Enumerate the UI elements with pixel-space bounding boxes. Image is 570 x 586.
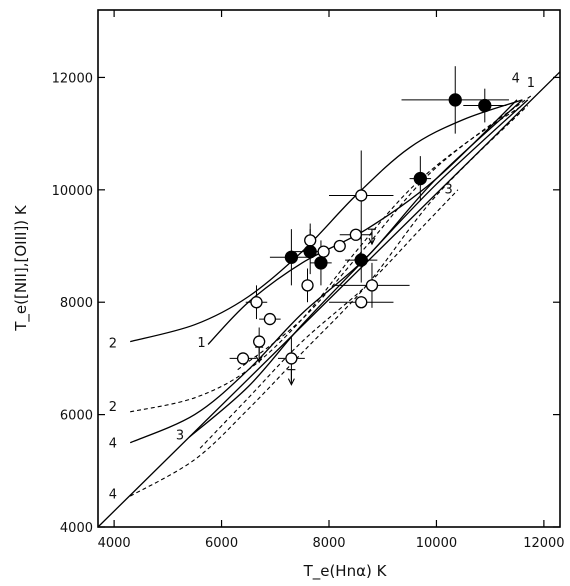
curve-3-solid [188, 99, 529, 438]
limit-arrowhead [255, 355, 263, 364]
curve-2-solid [130, 99, 523, 343]
curve-4-dashed [129, 105, 529, 497]
x-tick-label: 12000 [523, 536, 564, 551]
x-tick-label: 8000 [312, 536, 345, 551]
curve-label: 2 [109, 337, 117, 352]
curve-3-dashed [199, 189, 459, 449]
curve-label: 1 [197, 336, 205, 351]
limit-arrowhead [287, 378, 295, 386]
open-data-point [355, 189, 368, 202]
curve-label: 4 [109, 437, 117, 452]
curve-label: 3 [445, 183, 453, 198]
y-axis-title: T_e([NII],[OIII]) K [12, 204, 31, 332]
x-axis-title: T_e(Hnα) K [303, 562, 388, 581]
open-data-point [250, 296, 263, 309]
curve-label: 1 [527, 76, 535, 91]
upper-limit-arrows [255, 228, 376, 386]
curve-label: 4 [109, 487, 117, 502]
curve-label: 3 [176, 428, 184, 443]
limit-arrowhead [368, 237, 376, 246]
y-tick-label: 10000 [52, 184, 93, 199]
open-data-point [333, 239, 346, 253]
open-data-point [365, 279, 379, 292]
filled-data-point [314, 256, 328, 270]
open-data-point [285, 352, 298, 365]
open-data-point [304, 234, 317, 247]
x-tick-label: 10000 [416, 536, 457, 551]
curve-4-solid [129, 99, 523, 444]
y-tick-label: 8000 [60, 296, 93, 311]
y-tick-label: 12000 [52, 71, 93, 86]
filled-data-point [413, 171, 427, 186]
y-tick-label: 6000 [60, 409, 93, 424]
open-data-point [355, 296, 368, 309]
filled-data-point [354, 253, 368, 267]
x-tick-label: 4000 [98, 536, 131, 551]
curve-label: 4 [512, 71, 520, 86]
open-data-point [349, 228, 363, 241]
curve-2-dashed [130, 105, 523, 413]
curve-label: 2 [109, 400, 117, 415]
data-points [236, 93, 492, 365]
x-axis: 4000 6000 8000 10000 12000 [98, 10, 565, 551]
open-data-point [263, 312, 277, 326]
filled-data-point [303, 244, 317, 259]
open-data-point [301, 279, 314, 292]
y-tick-label: 4000 [60, 521, 93, 536]
error-bars [229, 66, 509, 381]
open-data-point [253, 335, 266, 348]
curve-1-dashed [237, 93, 534, 371]
open-data-point [317, 245, 330, 258]
curve-equality-solid [97, 71, 561, 528]
plot-frame [97, 9, 561, 528]
open-data-point [236, 352, 250, 365]
x-tick-label: 6000 [205, 536, 238, 551]
filled-data-point [478, 98, 492, 113]
model-curves [97, 71, 561, 528]
filled-data-point [284, 250, 299, 264]
y-axis: 4000 6000 8000 10000 12000 [52, 71, 560, 536]
filled-data-point [448, 93, 462, 107]
